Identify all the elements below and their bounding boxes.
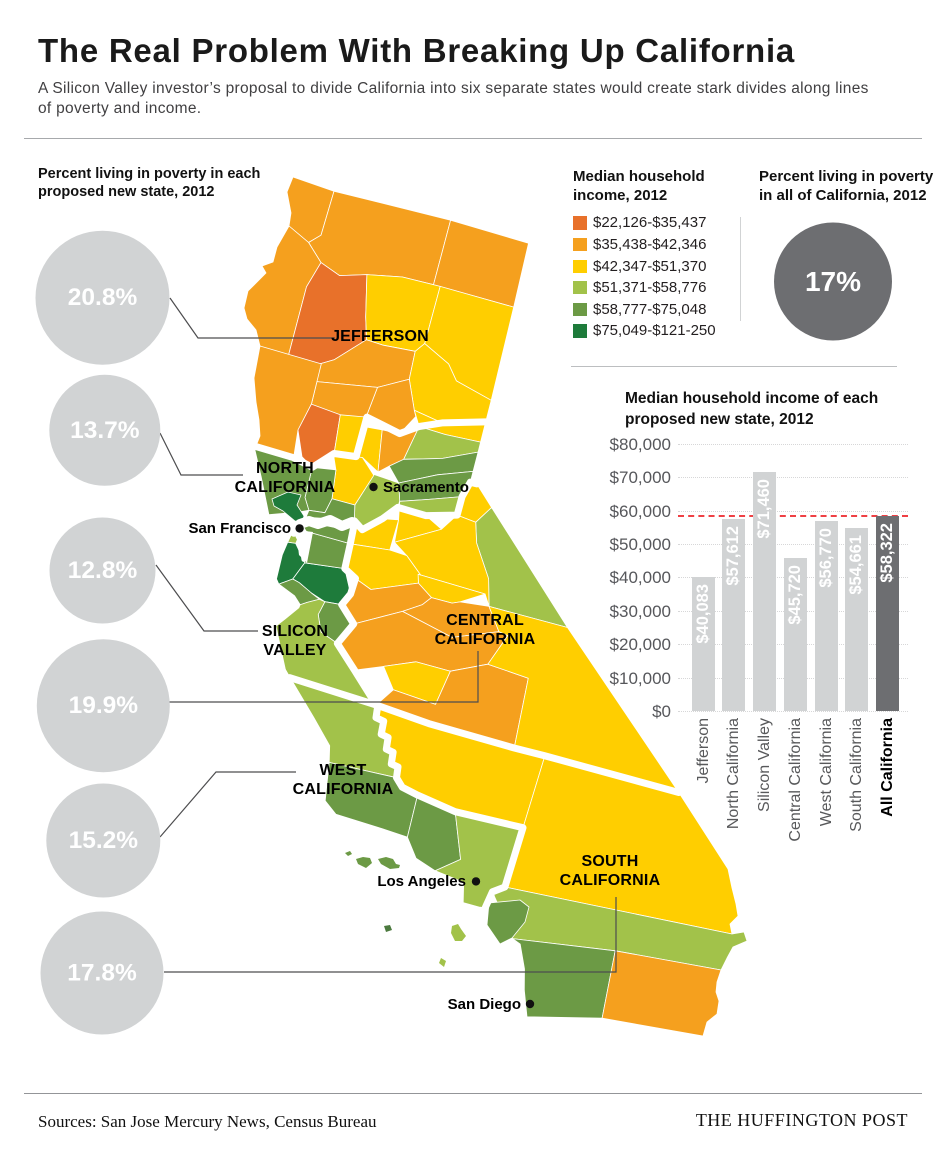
svg-text:19.9%: 19.9% (69, 692, 139, 719)
svg-text:17.8%: 17.8% (67, 960, 137, 987)
svg-text:13.7%: 13.7% (70, 417, 140, 444)
svg-text:15.2%: 15.2% (69, 827, 139, 854)
svg-text:12.8%: 12.8% (68, 557, 138, 584)
svg-text:17%: 17% (805, 266, 861, 297)
svg-text:20.8%: 20.8% (68, 284, 138, 311)
